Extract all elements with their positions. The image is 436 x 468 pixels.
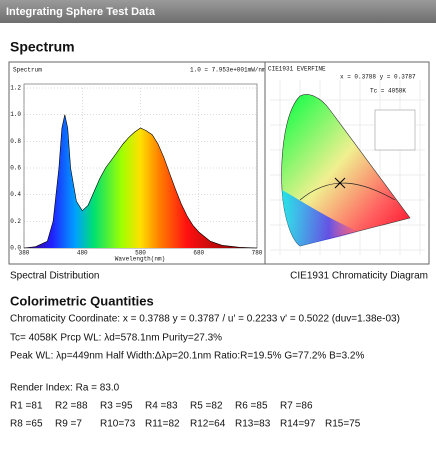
r-value: R14=97 xyxy=(280,419,316,430)
r-value: R2 =88 xyxy=(55,401,88,412)
y-tick-label: 0.2 xyxy=(10,218,21,225)
y-tick-label: 0.8 xyxy=(10,138,21,145)
header: Integrating Sphere Test Data xyxy=(6,6,156,18)
section-title: Colorimetric Quantities xyxy=(10,293,154,308)
section-title: Spectrum xyxy=(10,39,75,55)
y-tick-label: 0.4 xyxy=(10,191,21,198)
x-tick-label: 780 xyxy=(252,250,263,257)
y-tick-label: 1.0 xyxy=(10,111,21,118)
caption: CIE1931 Chromaticity Diagram xyxy=(290,271,428,282)
cie-title: CIE1931 EVERFINE xyxy=(268,66,326,73)
spectrum-line xyxy=(23,114,258,249)
y-tick-label: 0.0 xyxy=(10,245,21,252)
x-tick-label: 680 xyxy=(193,250,204,257)
r-value: R1 =81 xyxy=(10,401,43,412)
r-values: R1 =81 R2 =88 R3 =95 R4 =83 R5 =82 R6 =85 R7 =… xyxy=(10,401,361,430)
r-value: R6 =85 xyxy=(235,401,268,412)
x-tick-label: 380 xyxy=(19,250,30,257)
cie-blue xyxy=(282,190,360,246)
r-value: R10=73 xyxy=(100,419,136,430)
y-tick-label: 0.6 xyxy=(10,165,21,172)
render-index: Render Index: Ra = 83.0 xyxy=(10,383,120,394)
y-tick-label: 1.2 xyxy=(10,85,21,92)
scale-note: 1.0 = 7.953e+001mW/nm xyxy=(190,67,266,74)
info-line: Tc= 4058K Prcp WL: λd=578.1nm Purity=27.… xyxy=(10,333,222,344)
info-line: Peak WL: λp=449nm Half Width:Δλp=20.1nm … xyxy=(10,351,364,362)
cie-legend-box xyxy=(374,109,416,151)
spectrum-area xyxy=(24,114,257,248)
r-value: R5 =82 xyxy=(190,401,223,412)
r-value: R12=64 xyxy=(190,419,226,430)
info-line: Chromaticity Coordinate: x = 0.3788 y = … xyxy=(10,314,400,325)
cie-tc: Tc = 4058K xyxy=(370,88,406,95)
r-value: R8 =65 xyxy=(10,419,43,430)
r-value: R15=75 xyxy=(325,419,361,430)
spectrum-plot: 0.0 0.2 0.4 0.6 0.8 1.0 1.2 380 480 580 680 780 xyxy=(10,83,263,257)
r-value: R11=82 xyxy=(145,419,180,430)
planck-locus xyxy=(299,182,396,201)
r-value: R4 =83 xyxy=(145,401,178,412)
point-marker xyxy=(334,177,346,189)
r-value: R13=83 xyxy=(235,419,271,430)
r-value: R7 =86 xyxy=(280,401,313,412)
r-value: R9 =7 xyxy=(55,419,82,430)
r-value: R3 =95 xyxy=(100,401,133,412)
cie-coords: x = 0.3788 y = 0.3787 xyxy=(340,74,416,81)
x-axis-label: Wavelength(nm) xyxy=(115,256,165,263)
x-tick-label: 580 xyxy=(135,250,146,257)
x-tick-label: 480 xyxy=(77,250,88,257)
header-bar xyxy=(0,0,436,23)
chart-title: Spectrum xyxy=(13,67,42,74)
caption: Spectral Distribution xyxy=(10,271,99,282)
